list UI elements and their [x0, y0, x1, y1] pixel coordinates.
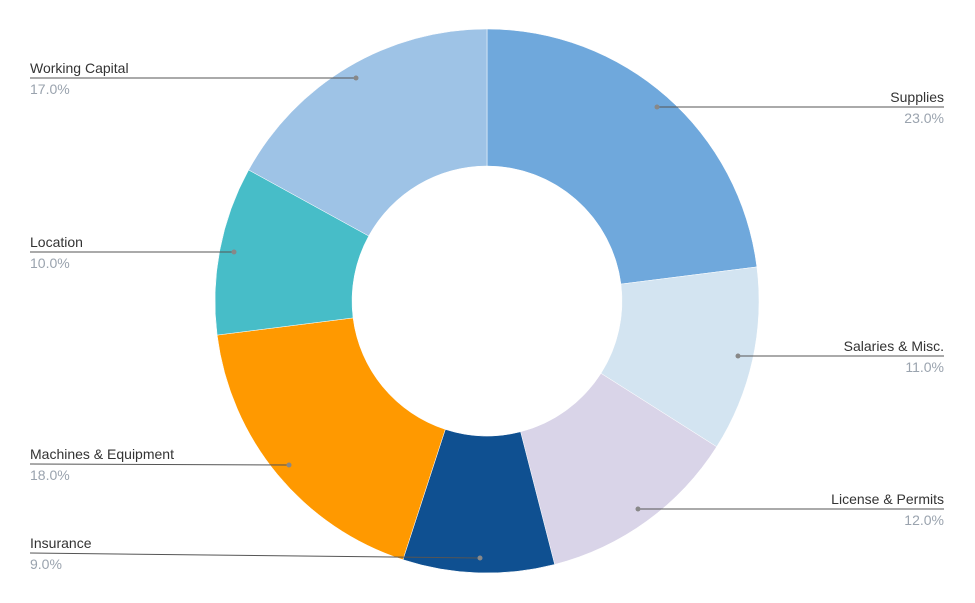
callout-dot-machines-equipment: [286, 462, 292, 468]
label-location: Location: [30, 234, 83, 250]
slice-working-capital: [248, 28, 488, 237]
percent-working-capital: 17.0%: [30, 81, 70, 97]
slice-supplies: [486, 28, 758, 285]
label-working-capital: Working Capital: [30, 60, 129, 76]
callout-dot-location: [231, 249, 237, 255]
percent-salaries-misc: 11.0%: [905, 359, 944, 375]
callout-dot-insurance: [477, 555, 483, 561]
callout-line-machines-equipment: [29, 463, 290, 466]
label-machines-equipment: Machines & Equipment: [30, 446, 174, 462]
label-salaries-misc: Salaries & Misc.: [844, 338, 944, 354]
donut-slices: [214, 28, 760, 574]
callout-labels: Supplies 23.0% Salaries & Misc. 11.0% Licens…: [29, 60, 944, 572]
label-license-permits: License & Permits: [831, 491, 944, 507]
callout-dot-working-capital: [353, 75, 359, 81]
slice-machines-equipment: [216, 317, 446, 561]
label-supplies: Supplies: [890, 89, 944, 105]
percent-location: 10.0%: [30, 255, 70, 271]
percent-insurance: 9.0%: [30, 556, 62, 572]
percent-machines-equipment: 18.0%: [30, 467, 70, 483]
callout-line-insurance: [29, 552, 481, 559]
callout-dot-supplies: [654, 104, 660, 110]
label-insurance: Insurance: [30, 535, 92, 551]
percent-supplies: 23.0%: [904, 110, 944, 126]
callout-dot-salaries-misc: [735, 353, 741, 359]
percent-license-permits: 12.0%: [904, 512, 944, 528]
callout-dot-license-permits: [635, 506, 641, 512]
